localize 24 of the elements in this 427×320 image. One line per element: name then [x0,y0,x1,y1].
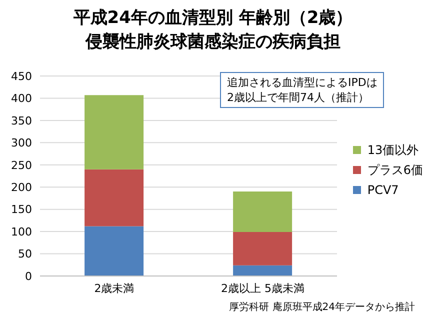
legend-label: PCV7 [366,182,400,199]
legend-label: 13価以外 [366,142,420,158]
bar [84,95,144,170]
annotation: 追加される血清型によるIPDは 2歳以上で年間74人（推計） [227,75,378,105]
bar [84,226,144,276]
y-tick-label: 350 [11,114,32,128]
text: 厚労科研 庵原班平成24年データから推計 [229,300,415,314]
chart-title: 平成24年の血清型別 年齢別（2歳）侵襲性肺炎球菌感染症の疾病負担 [72,7,354,54]
bar [233,232,292,266]
bar [233,265,292,276]
y-tick-label: 100 [11,225,32,238]
y-tick-label: 250 [11,158,32,172]
y-tick-label: 50 [18,248,32,261]
x-tick-label: 2歳以上 5歳未満 [221,282,304,295]
y-tick-label: 300 [11,136,32,150]
y-tick-label: 400 [11,92,32,106]
y-tick-label: 450 [11,70,32,83]
y-tick-label: 0 [25,270,32,283]
bar [84,169,144,226]
bar [233,192,292,232]
x-tick-label: 2歳未満 [94,282,134,295]
legend-label: プラス6価 [366,162,423,178]
y-tick-label: 150 [11,203,32,216]
y-tick-label: 200 [11,181,32,194]
